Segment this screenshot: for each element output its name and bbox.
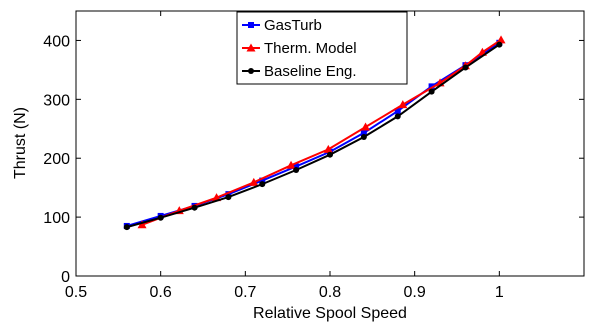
legend-item: Therm. Model <box>242 40 357 57</box>
y-axis-ticks: 0 100 200 300 400 <box>43 33 584 286</box>
data-point-baseline-eng <box>360 134 367 141</box>
y-tick-label: 0 <box>61 269 70 286</box>
x-tick-label: 1 <box>495 284 504 301</box>
y-tick-label: 100 <box>43 210 70 227</box>
data-point-baseline-eng <box>191 204 198 211</box>
data-point-gasturb <box>394 108 401 115</box>
data-point-therm-model <box>249 177 259 186</box>
data-point-therm-model <box>323 144 333 153</box>
series-line-baseline-eng <box>126 43 500 229</box>
data-point-therm-model <box>361 122 371 131</box>
data-point-therm-model <box>496 35 506 44</box>
legend-label: GasTurb <box>264 17 322 34</box>
legend-box <box>236 11 408 85</box>
x-axis-ticks: 0.5 0.6 0.7 0.8 0.9 1 <box>65 11 504 301</box>
data-point-therm-model <box>286 160 296 169</box>
data-point-baseline-eng <box>428 88 435 95</box>
x-tick-label: 0.7 <box>234 284 256 301</box>
data-point-baseline-eng <box>394 113 401 120</box>
data-point-gasturb <box>360 129 367 136</box>
data-point-baseline-eng <box>225 194 232 201</box>
legend-item: GasTurb <box>242 17 322 34</box>
data-point-baseline-eng <box>327 151 333 158</box>
legend-label: Therm. Model <box>264 40 357 57</box>
x-tick-label: 0.5 <box>65 284 87 301</box>
data-point-baseline-eng <box>496 41 503 48</box>
y-tick-label: 200 <box>43 151 70 168</box>
data-point-baseline-eng <box>293 167 300 173</box>
legend-label: Baseline Eng. <box>264 63 357 80</box>
legend-swatch-marker <box>246 43 256 52</box>
series-layer <box>123 35 506 231</box>
legend-swatch-marker <box>248 22 254 28</box>
legend-swatch-marker <box>248 68 254 74</box>
x-tick-label: 0.6 <box>150 284 172 301</box>
x-tick-label: 0.8 <box>319 284 341 301</box>
data-point-therm-model <box>398 100 408 109</box>
data-point-therm-model <box>137 220 147 229</box>
x-tick-label: 0.9 <box>404 284 426 301</box>
y-axis-label: Thrust (N) <box>12 107 29 179</box>
x-axis-label: Relative Spool Speed <box>253 305 407 322</box>
data-point-baseline-eng <box>259 181 266 188</box>
data-point-baseline-eng <box>462 64 469 71</box>
data-point-gasturb <box>293 163 300 170</box>
data-point-gasturb <box>428 83 435 90</box>
data-point-baseline-eng <box>123 224 130 231</box>
y-tick-label: 400 <box>43 33 70 50</box>
data-point-baseline-eng <box>157 214 164 221</box>
data-point-gasturb <box>259 177 266 184</box>
legend-item: Baseline Eng. <box>242 63 357 80</box>
y-tick-label: 300 <box>43 92 70 109</box>
series-baseline-eng <box>123 41 503 231</box>
series-line-therm-model <box>141 39 502 226</box>
legend: GasTurb Therm. Model Baseline Eng. <box>236 11 408 85</box>
